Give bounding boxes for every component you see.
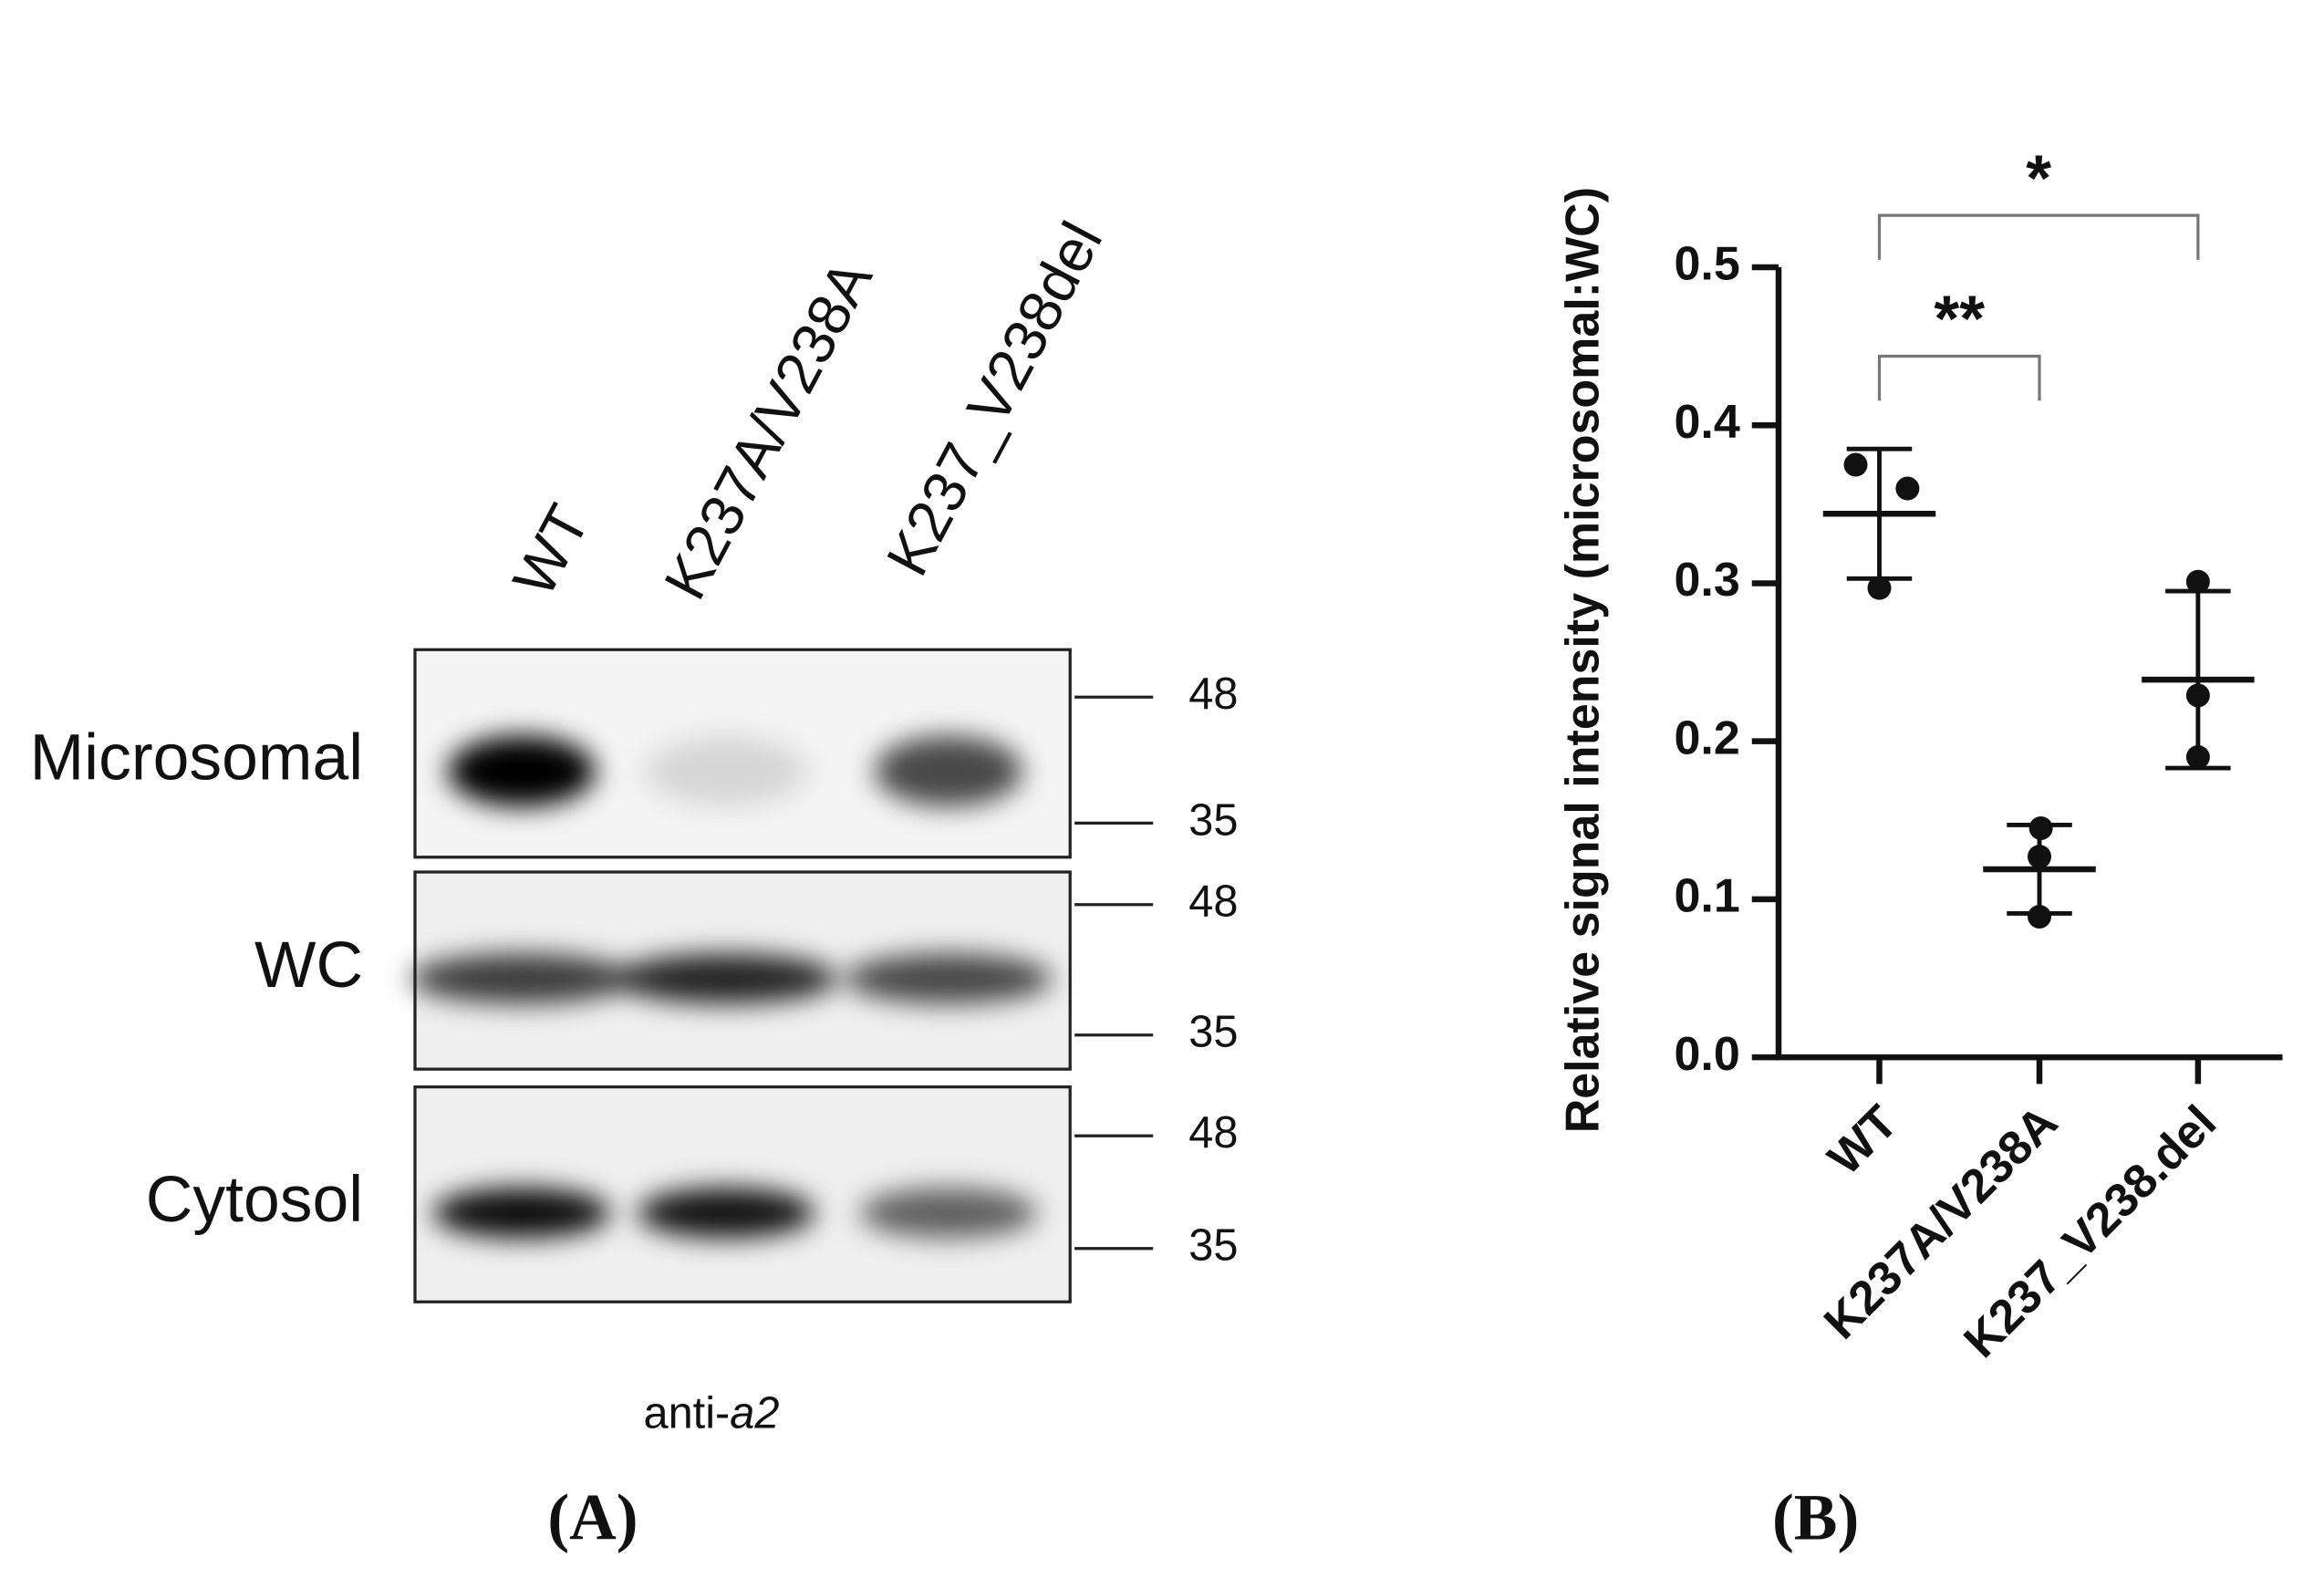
caption-italic: a2 (730, 1388, 779, 1438)
row-label: Cytosol (146, 1163, 363, 1236)
lane-label: K237_V238del (874, 212, 1115, 587)
y-tick-label: 0.2 (1674, 711, 1739, 764)
band (874, 735, 1023, 807)
band (637, 1188, 815, 1239)
row-label: Microsomal (30, 722, 364, 794)
band-group (432, 1188, 1038, 1239)
significance-label: ** (1934, 283, 1985, 356)
y-tick-label: 0.4 (1674, 396, 1739, 449)
marker-label: 35 (1188, 1221, 1238, 1271)
blot-frame (413, 1085, 1072, 1303)
blot-frame (413, 648, 1072, 859)
band (410, 953, 633, 1004)
marker-label: 48 (1188, 670, 1238, 719)
band (845, 953, 1053, 1004)
panel-label: (B) (1772, 1481, 1859, 1553)
marker-label: 35 (1188, 795, 1238, 845)
data-point (1843, 452, 1868, 477)
band (859, 1188, 1038, 1239)
caption: anti-a2 (643, 1388, 779, 1438)
band (615, 953, 838, 1004)
significance-bracket (1877, 354, 2041, 401)
caption-prefix: anti- (643, 1388, 730, 1438)
band-group (447, 735, 1023, 807)
y-tick-label: 0.5 (1674, 238, 1739, 291)
x-tick-label: WT (1819, 1095, 1908, 1185)
band-group (410, 953, 1053, 1004)
y-axis-label: Relative signal intensity (microsomal:WC… (1556, 187, 1609, 1133)
row-label: WC (254, 929, 363, 1002)
marker-label: 35 (1188, 1008, 1238, 1057)
y-tick-label: 0.3 (1674, 554, 1739, 607)
y-tick-label: 0.1 (1674, 870, 1739, 923)
data-point (1895, 476, 1920, 501)
panel-label: (A) (547, 1481, 638, 1553)
significance-bracket (1877, 213, 2200, 260)
band (644, 735, 808, 807)
band (432, 1188, 611, 1239)
band (447, 735, 597, 807)
blot-frame (413, 870, 1072, 1071)
data-point (2185, 569, 2210, 594)
lane-label: WT (500, 494, 602, 607)
marker-label: 48 (1188, 1108, 1238, 1158)
significance-label: * (2026, 141, 2051, 214)
data-point (2028, 904, 2051, 929)
lane-label: K237A/V238A (651, 249, 885, 609)
data-point (1867, 576, 1892, 600)
y-tick-label: 0.0 (1674, 1028, 1739, 1081)
marker-label: 48 (1188, 877, 1238, 927)
